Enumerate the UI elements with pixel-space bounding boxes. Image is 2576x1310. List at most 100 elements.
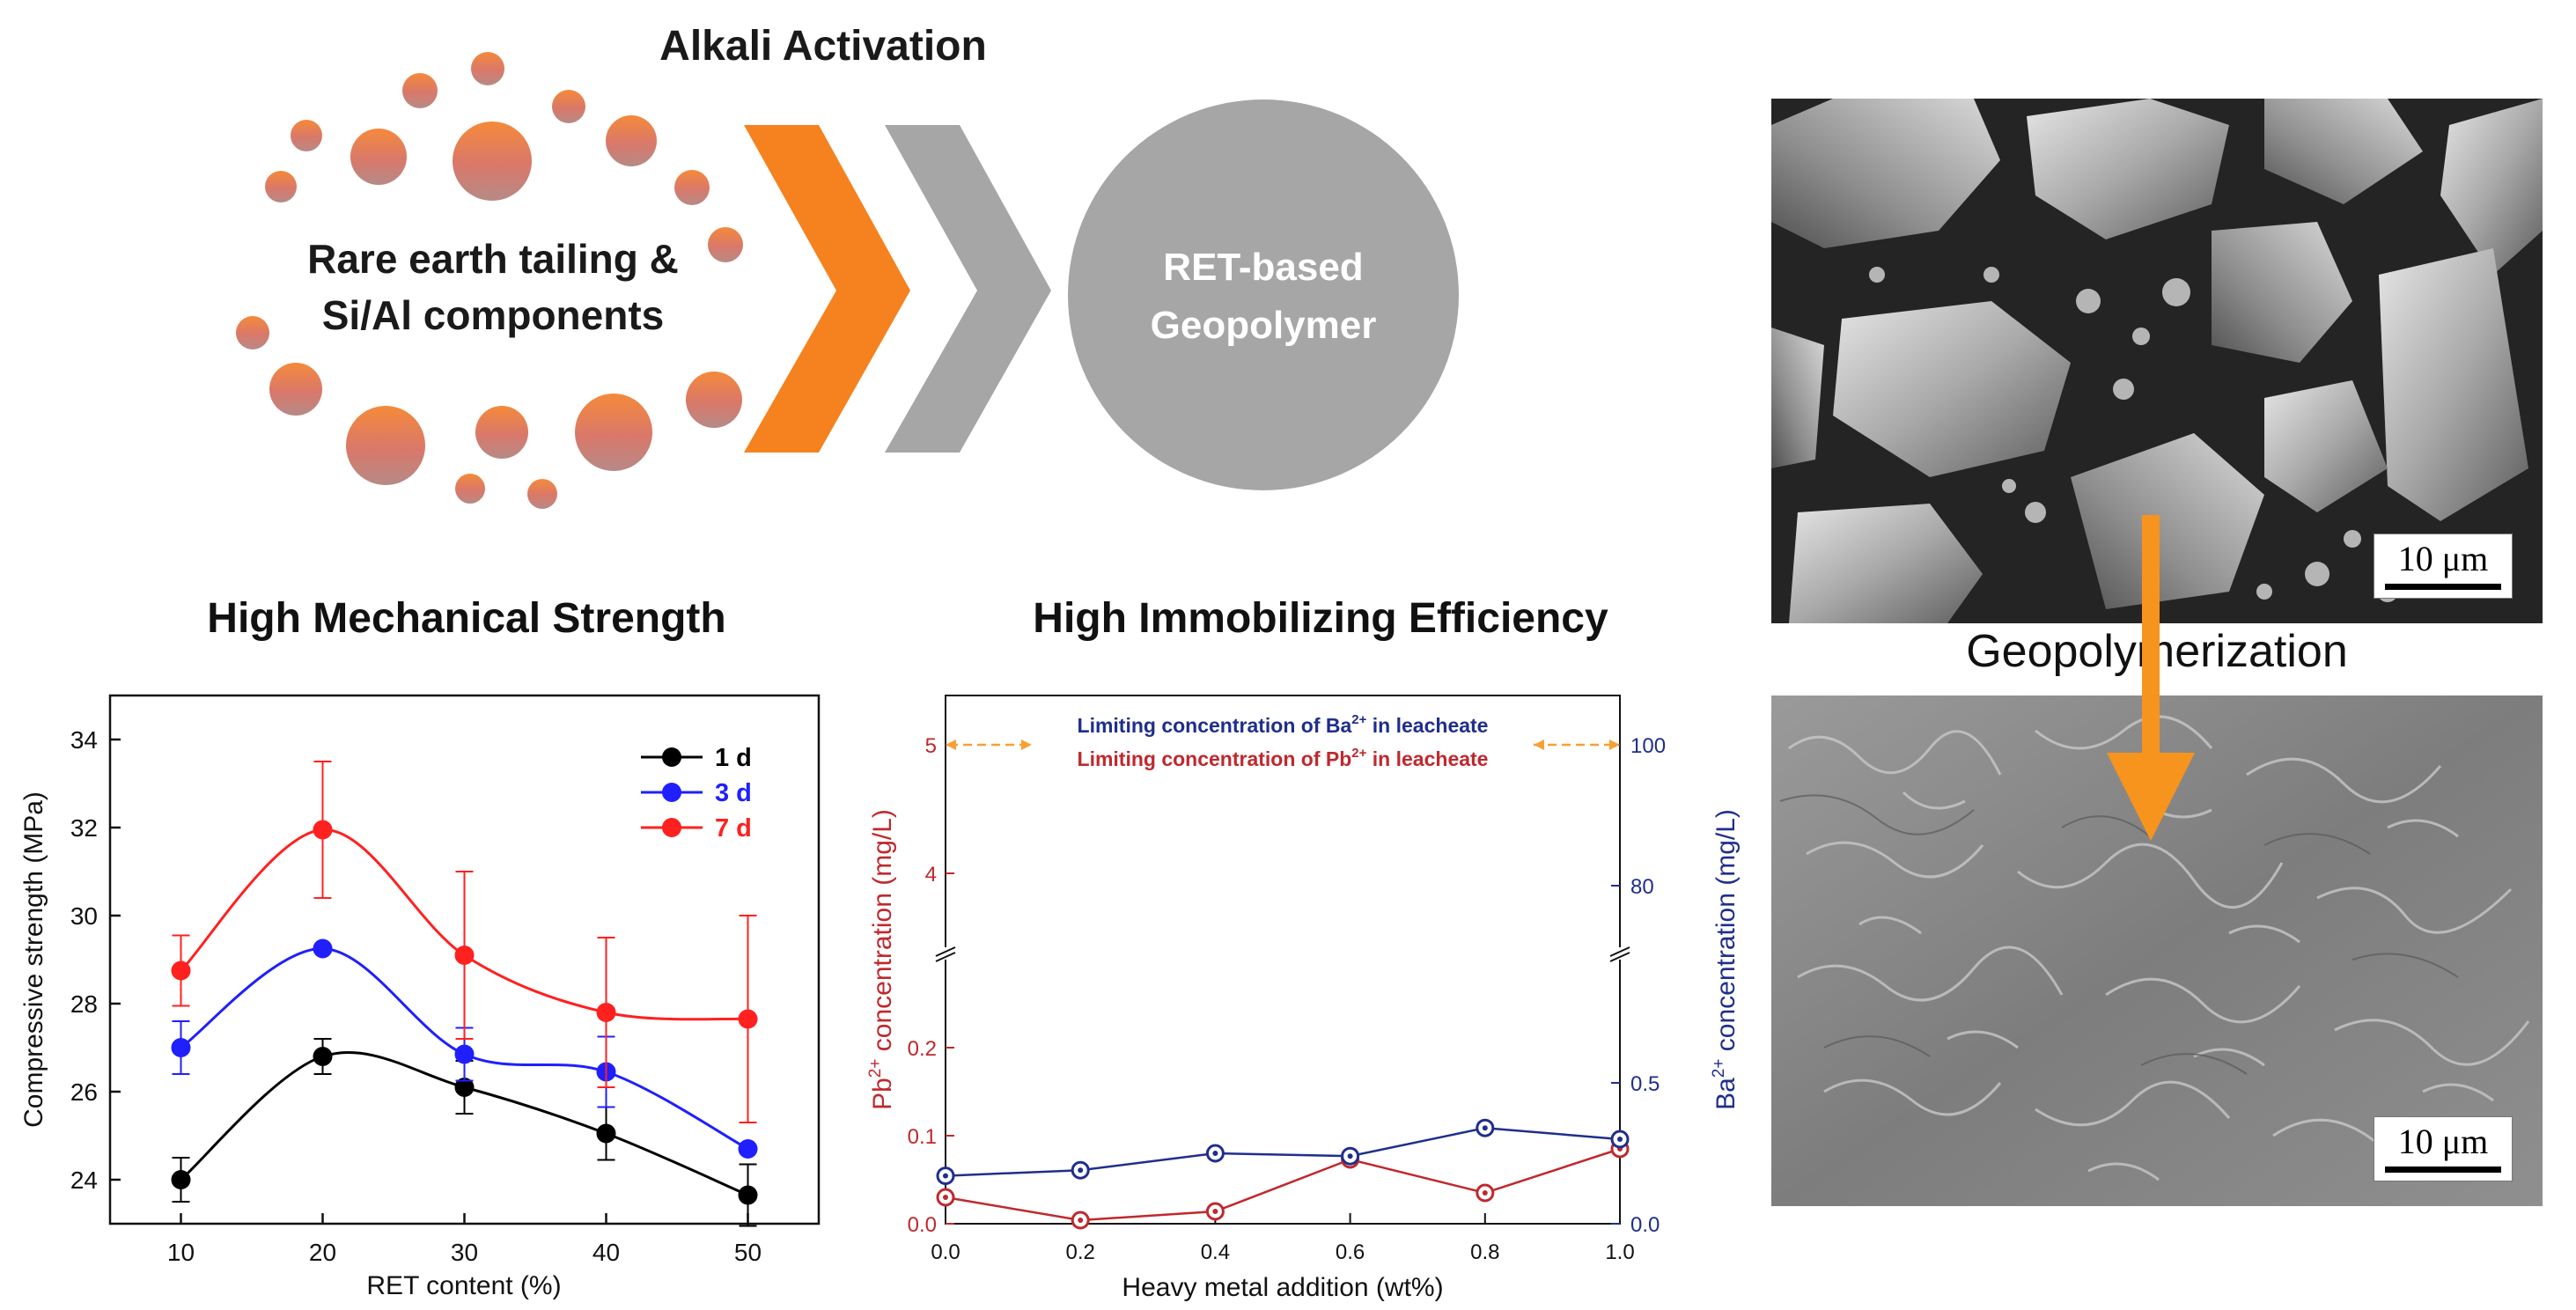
y-axis-label: Compressive strength (MPa) bbox=[19, 791, 48, 1128]
limit-lines bbox=[946, 740, 1620, 750]
process-diagram: Alkali Activation Rare earth tailing & S… bbox=[236, 23, 1459, 509]
particle bbox=[453, 121, 532, 201]
series-line bbox=[180, 828, 748, 1021]
particle bbox=[236, 316, 269, 350]
orange-chevron-arrow bbox=[744, 125, 910, 453]
right-y-rest: concentration (mg/L) bbox=[1711, 809, 1741, 1058]
left-y-tick-label: 5 bbox=[925, 734, 937, 758]
x-tick-label: 20 bbox=[309, 1239, 336, 1266]
strength-panel-heading: High Mechanical Strength bbox=[207, 595, 726, 642]
y-tick-label: 30 bbox=[70, 902, 98, 930]
limit-pb-sup: 2+ bbox=[1351, 746, 1366, 761]
alkali-activation-label: Alkali Activation bbox=[659, 23, 987, 70]
plot-frame bbox=[945, 695, 1621, 1225]
scale-bar-bottom: 10 μm bbox=[2374, 1116, 2513, 1181]
limit-ba-arrowhead bbox=[1534, 740, 1544, 750]
limit-pb-arrowhead bbox=[1021, 740, 1032, 750]
particle bbox=[606, 115, 657, 166]
x-tick-label: 0.6 bbox=[1336, 1240, 1365, 1264]
data-point-center bbox=[943, 1195, 948, 1200]
particle bbox=[686, 372, 742, 428]
left-y-axis-label: Pb2+ concentration (mg/L) bbox=[866, 809, 897, 1110]
right-y-axis-label: Ba2+ concentration (mg/L) bbox=[1710, 809, 1741, 1110]
series-Ba bbox=[936, 1118, 1630, 1186]
data-point bbox=[454, 1044, 475, 1064]
data-point-center bbox=[1212, 1151, 1218, 1156]
legend-marker bbox=[662, 783, 681, 802]
particle bbox=[552, 90, 585, 123]
left-y-tick-label: 0.1 bbox=[908, 1125, 937, 1149]
right-y-sup: 2+ bbox=[1710, 1059, 1728, 1078]
product-label-line1: RET-based bbox=[1163, 246, 1363, 289]
particle bbox=[265, 171, 297, 202]
left-y-tick-label: 0.2 bbox=[908, 1037, 937, 1061]
y-tick-label: 26 bbox=[70, 1078, 98, 1106]
legend-label: 1 d bbox=[715, 744, 752, 772]
particle bbox=[471, 52, 504, 85]
limit-ba-suffix: in leacheate bbox=[1366, 714, 1488, 737]
left-y-tick-label: 0.0 bbox=[908, 1213, 937, 1237]
x-tick-label: 30 bbox=[451, 1239, 478, 1266]
legend-label: 3 d bbox=[715, 779, 752, 807]
data-point-center bbox=[1078, 1167, 1084, 1174]
particle-ring bbox=[236, 52, 743, 509]
particle bbox=[674, 170, 710, 205]
particle bbox=[346, 406, 425, 485]
x-tick-label: 0.0 bbox=[931, 1240, 960, 1264]
x-tick-label: 10 bbox=[167, 1239, 195, 1266]
scale-bar-bottom-label: 10 μm bbox=[2397, 1122, 2489, 1161]
data-point bbox=[596, 1123, 616, 1144]
y-tick-label: 28 bbox=[70, 990, 98, 1018]
scale-bar-top-label: 10 μm bbox=[2397, 539, 2489, 578]
data-point bbox=[313, 820, 333, 840]
legend-marker bbox=[662, 747, 681, 767]
data-point bbox=[738, 1139, 758, 1159]
particle bbox=[402, 73, 438, 108]
data-point bbox=[454, 946, 475, 965]
right-y-tick-label: 0.5 bbox=[1630, 1072, 1660, 1096]
right-y-tick-label: 80 bbox=[1630, 875, 1654, 899]
limit-pb-arrowhead bbox=[946, 740, 956, 750]
gray-chevron-arrow bbox=[885, 125, 1051, 453]
data-point bbox=[738, 1009, 758, 1029]
data-point-center bbox=[1617, 1137, 1623, 1142]
scale-bar-top: 10 μm bbox=[2374, 534, 2513, 599]
x-tick-label: 0.2 bbox=[1066, 1240, 1095, 1264]
particle bbox=[475, 406, 528, 459]
particle bbox=[575, 394, 652, 471]
limit-ba-arrowhead bbox=[1609, 740, 1620, 750]
limit-ba-prefix: Limiting concentration of Ba bbox=[1078, 714, 1352, 737]
legend-marker bbox=[662, 818, 681, 837]
limit-pb-suffix: in leacheate bbox=[1366, 747, 1488, 770]
x-tick-label: 50 bbox=[734, 1239, 762, 1266]
scale-bar-bottom-line bbox=[2385, 1166, 2501, 1173]
leaching-concentration-chart: 0.0 0.2 0.4 0.6 0.8 1.0 0.0 0.1 0.2 4 5 0.0 0.5 80 100… bbox=[866, 695, 1741, 1302]
scale-bar-top-line bbox=[2385, 584, 2501, 590]
series-3-d bbox=[171, 938, 758, 1159]
series-Pb bbox=[936, 1139, 1630, 1230]
data-point-center bbox=[943, 1173, 948, 1179]
data-point bbox=[596, 1003, 616, 1022]
x-tick-label: 1.0 bbox=[1605, 1240, 1634, 1264]
series-7-d bbox=[171, 761, 758, 1123]
data-point-center bbox=[1482, 1125, 1488, 1131]
series-line bbox=[945, 1126, 1621, 1177]
right-y-tick-label: 100 bbox=[1630, 734, 1666, 758]
left-y-sup: 2+ bbox=[866, 1059, 885, 1078]
left-y-main: Pb bbox=[868, 1078, 897, 1110]
compressive-strength-chart: 10 20 30 40 50 24 26 28 30 32 34 1 d 3 d 7 d RET con… bbox=[19, 694, 821, 1300]
legend: 1 d 3 d 7 d bbox=[641, 744, 752, 843]
x-axis-label: Heavy metal addition (wt%) bbox=[1122, 1273, 1443, 1302]
left-y-rest: concentration (mg/L) bbox=[868, 809, 897, 1058]
x-tick-label: 40 bbox=[592, 1239, 620, 1266]
series-line bbox=[945, 1147, 1621, 1222]
data-series bbox=[171, 761, 758, 1227]
product-label-line2: Geopolymer bbox=[1151, 304, 1377, 347]
x-tick-label: 0.4 bbox=[1201, 1240, 1230, 1264]
axis-ticks: 0.0 0.2 0.4 0.6 0.8 1.0 0.0 0.1 0.2 4 5 0.0 0.5 80 100 bbox=[908, 734, 1666, 1264]
left-y-tick-label: 4 bbox=[925, 863, 937, 887]
particle bbox=[269, 363, 322, 416]
x-axis-label: RET content (%) bbox=[366, 1271, 561, 1300]
limit-pb-label: Limiting concentration of Pb2+ in leache… bbox=[1078, 746, 1489, 770]
